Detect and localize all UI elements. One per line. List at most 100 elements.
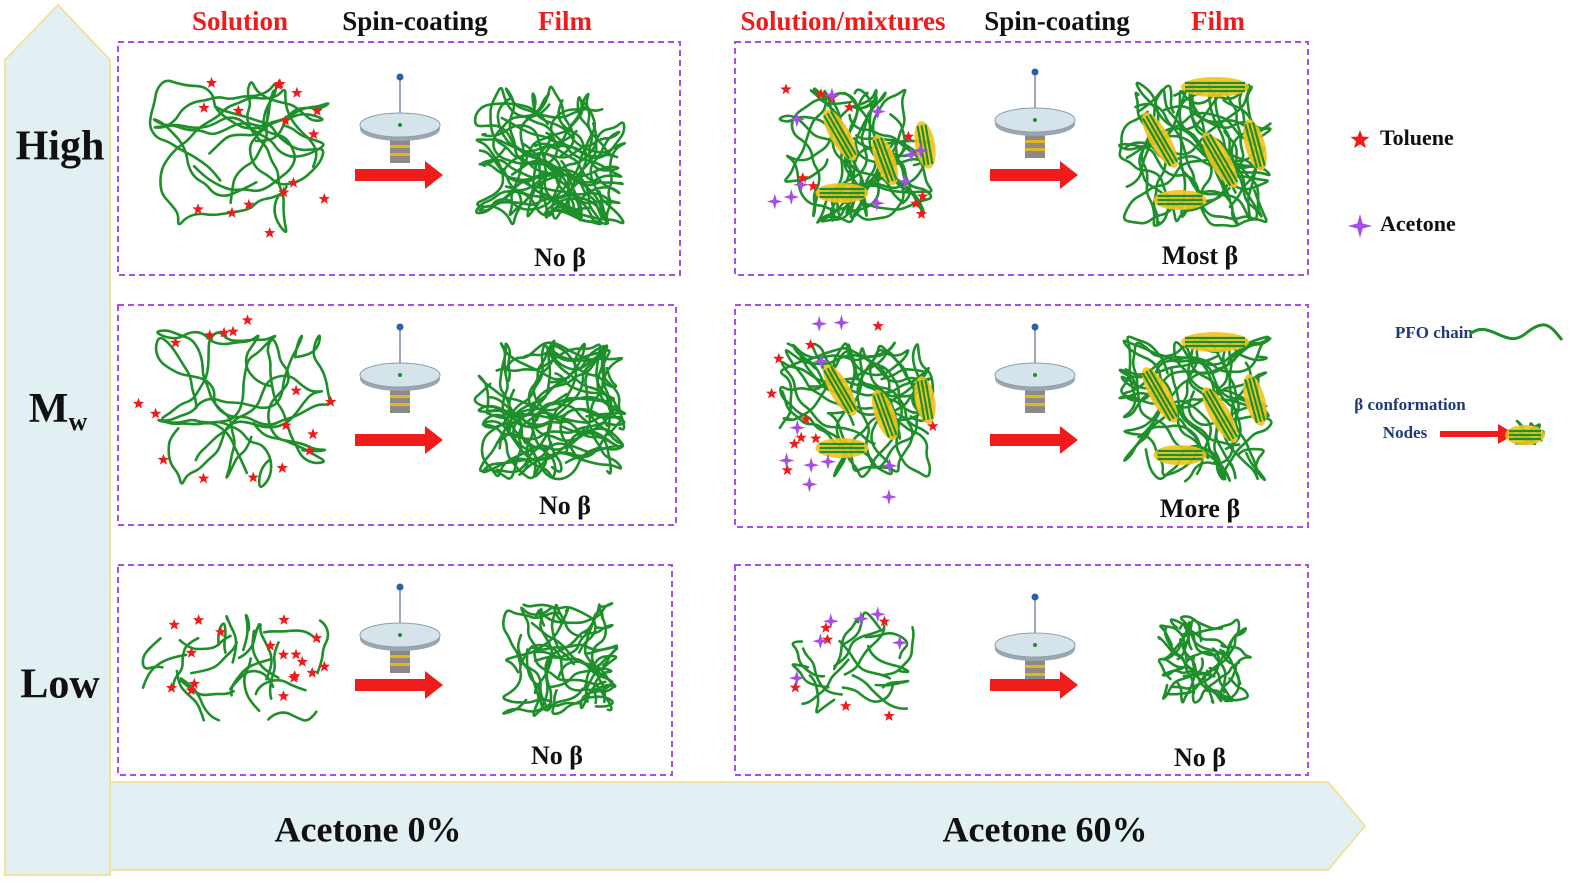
acetone-mark: [880, 488, 897, 505]
beta-strand: [1248, 377, 1262, 423]
row-label-sub: w: [68, 407, 87, 436]
acetone-mark: [868, 195, 885, 212]
pfo-chain: [495, 343, 616, 444]
chain-cluster: [154, 329, 331, 488]
beta-node: [815, 183, 869, 203]
toluene-star: [288, 671, 300, 683]
beta-strand: [830, 110, 857, 156]
pfo-chain: [780, 360, 926, 445]
panel-frame: [117, 564, 673, 776]
pfo-chain: [153, 82, 325, 158]
coater-stripe: [390, 145, 410, 148]
toluene-star: [765, 387, 778, 399]
pfo-chain: [520, 606, 570, 652]
toluene-star: [264, 639, 276, 651]
acetone-mark: [903, 146, 920, 163]
pfo-chain: [498, 342, 621, 430]
pfo-chain: [268, 641, 280, 700]
pfo-chain: [473, 372, 627, 420]
pfo-chain: [579, 668, 614, 710]
pfo-chain: [481, 413, 624, 454]
chain-cluster: [473, 339, 627, 481]
pfo-chain: [252, 338, 327, 465]
pfo-chain: [1134, 102, 1272, 221]
pfo-chain: [531, 643, 619, 667]
pfo-chain: [141, 637, 164, 670]
beta-strand: [924, 379, 934, 420]
chain-cluster: [148, 79, 330, 233]
panel-frame: [734, 304, 1309, 528]
toluene-star: [902, 130, 915, 142]
coater-stripe: [390, 655, 410, 658]
legend-label: Toluene: [1380, 125, 1454, 150]
toluene-star: [169, 336, 182, 348]
panel-caption: No β: [531, 741, 583, 770]
beta-node: [1153, 190, 1207, 210]
panel-caption: No β: [534, 243, 586, 272]
header-label: Spin-coating: [342, 6, 488, 36]
toluene-star: [264, 227, 276, 238]
beta-strand: [1145, 370, 1175, 420]
beta-strand: [1244, 124, 1259, 169]
acetone-mark: [891, 634, 908, 651]
beta-strand: [1251, 376, 1266, 421]
pfo-chain: [167, 374, 324, 485]
beta-strand: [876, 393, 894, 437]
pfo-chain: [1221, 627, 1248, 658]
spin-coater: [994, 323, 1076, 413]
pfo-chain: [225, 614, 238, 664]
pfo-chain: [790, 92, 904, 218]
pfo-chain: [525, 648, 584, 712]
pfo-chain: [1204, 677, 1249, 702]
pfo-chain: [172, 636, 200, 687]
solvent-marks: [765, 314, 939, 505]
beta-strand: [920, 125, 930, 165]
process-arrow: [990, 426, 1078, 454]
toluene-star: [276, 462, 288, 473]
toluene-star: [204, 329, 216, 341]
acetone-mark: [823, 87, 840, 104]
pfo-chain: [501, 609, 560, 666]
pfo-chain: [778, 114, 880, 216]
process-arrow: [990, 161, 1078, 189]
header-label: Solution/mixtures: [740, 6, 945, 36]
pfo-chain: [832, 617, 860, 671]
beta-strand: [826, 112, 854, 158]
toluene-star: [277, 690, 290, 701]
acetone-mark: [803, 457, 820, 474]
drop: [1031, 323, 1039, 331]
pfo-chain: [1170, 647, 1221, 690]
beta-node: [914, 376, 936, 424]
process-arrow: [990, 671, 1078, 699]
beta-node: [1243, 119, 1267, 171]
beta-strand: [823, 369, 850, 415]
pfo-chain: [478, 146, 621, 205]
pfo-chain: [478, 378, 568, 480]
toluene-star: [915, 208, 928, 219]
pfo-chain: [267, 710, 318, 722]
spin-coater: [359, 583, 441, 673]
beta-strand: [872, 394, 890, 438]
panel-frame: [734, 41, 1309, 276]
beta-node: [823, 109, 857, 161]
pfo-chain: [500, 116, 626, 199]
pfo-chain: [841, 682, 895, 703]
acetone-mark: [778, 452, 795, 469]
beta-node: [1181, 332, 1249, 352]
beta-strand: [1248, 122, 1262, 168]
pfo-chain: [1184, 650, 1227, 694]
drop-spot: [398, 123, 402, 127]
beta-strand: [1148, 368, 1179, 418]
drop-spot: [398, 373, 402, 377]
beta-node: [1505, 425, 1545, 445]
pfo-chain: [536, 643, 614, 693]
header-label: Spin-coating: [984, 6, 1130, 36]
process-arrow: [355, 671, 443, 699]
acetone-mark: [812, 633, 829, 650]
beta-node: [1201, 132, 1239, 188]
header-label: Solution: [192, 6, 288, 36]
pfo-chain: [156, 329, 273, 479]
toluene-star: [310, 632, 323, 643]
pfo-chain: [157, 334, 304, 488]
toluene-star: [280, 419, 292, 431]
